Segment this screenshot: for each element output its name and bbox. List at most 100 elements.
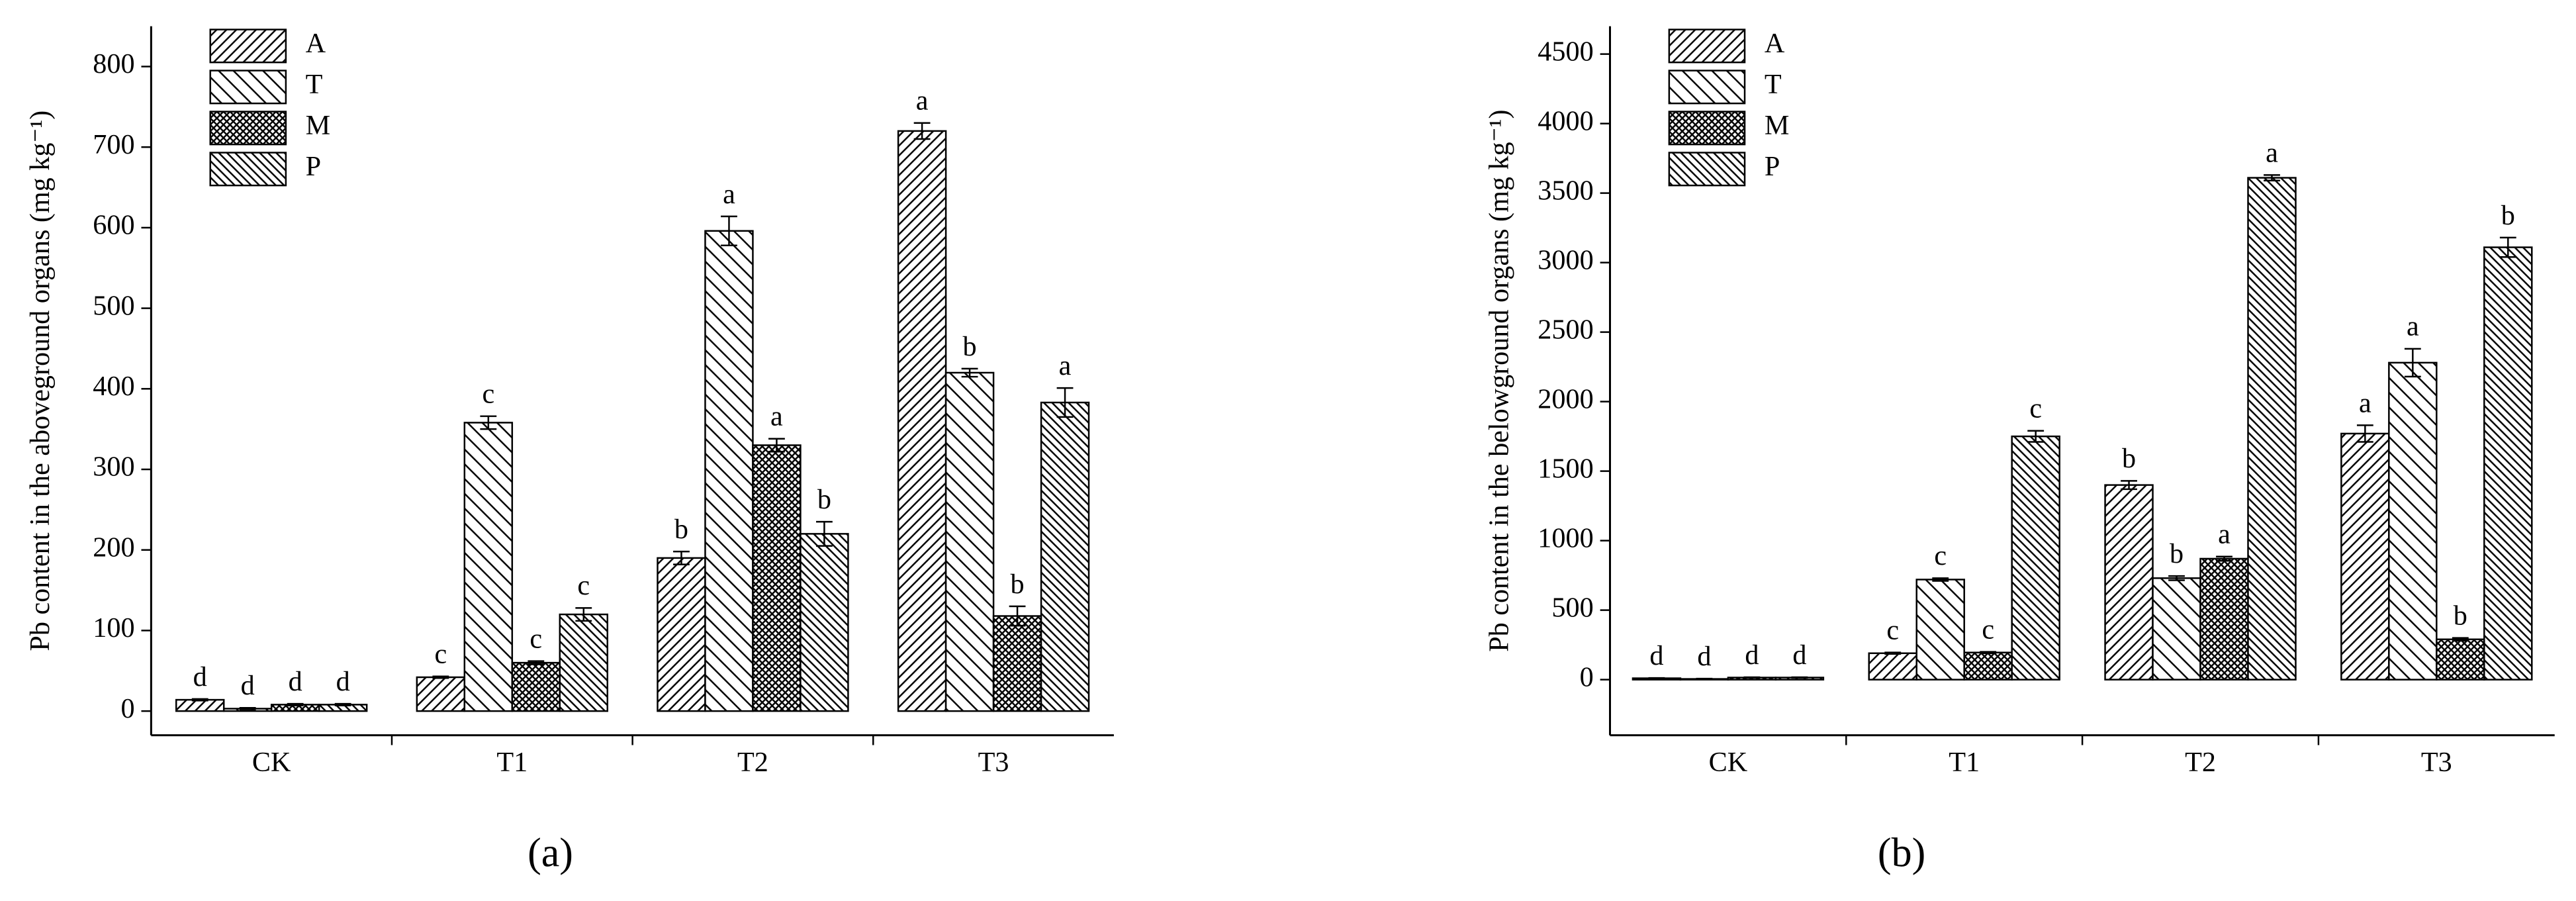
legend-swatch — [1668, 70, 1746, 105]
legend-label: P — [1765, 151, 1780, 182]
bar — [800, 533, 849, 712]
significance-label: a — [2407, 311, 2419, 342]
error-bar — [2168, 575, 2185, 581]
error-bar — [2452, 637, 2469, 642]
significance-label: a — [1059, 350, 1072, 381]
error-bar — [287, 702, 304, 706]
error-bar — [816, 520, 833, 547]
significance-label: c — [482, 379, 494, 410]
significance-label: b — [817, 484, 831, 515]
bar — [511, 661, 561, 712]
error-bar — [1932, 577, 1949, 582]
bar — [2340, 432, 2390, 681]
error-bar — [961, 367, 978, 378]
significance-label: d — [241, 670, 255, 701]
bar — [2247, 177, 2297, 681]
error-bar — [1791, 676, 1808, 679]
legend-swatch — [209, 28, 287, 64]
error-bar — [2499, 236, 2516, 258]
legend-label: T — [1765, 69, 1782, 100]
bar — [2436, 638, 2485, 681]
legend-label: P — [306, 151, 321, 182]
significance-label: d — [1649, 640, 1663, 671]
y-tick-label: 2000 — [1538, 383, 1593, 414]
significance-label: a — [916, 85, 929, 117]
significance-label: a — [770, 401, 783, 432]
y-axis-label: Pb content in the aboveground organs (mg… — [24, 111, 56, 651]
error-bar — [1648, 677, 1665, 680]
error-bar — [432, 675, 449, 679]
y-tick-label: 200 — [93, 532, 134, 563]
error-bar — [1056, 387, 1074, 418]
panel-label: (b) — [1878, 830, 1925, 875]
error-bar — [239, 706, 256, 710]
significance-label: a — [723, 179, 735, 210]
legend-swatch — [1668, 28, 1746, 64]
significance-label: a — [2218, 519, 2231, 550]
bar — [897, 130, 947, 712]
panel-label: (a) — [528, 830, 573, 875]
significance-label: c — [434, 639, 447, 670]
bar — [1040, 401, 1090, 712]
legend-label: A — [1765, 28, 1785, 59]
bar — [2152, 577, 2201, 681]
significance-label: b — [2501, 200, 2515, 231]
y-tick-label: 3000 — [1538, 244, 1593, 275]
significance-label: b — [2454, 600, 2467, 632]
significance-label: c — [1886, 615, 1899, 646]
y-tick-label: 4500 — [1538, 36, 1593, 67]
significance-label: d — [193, 661, 207, 692]
y-tick-label: 0 — [120, 693, 134, 724]
bar — [752, 444, 802, 712]
error-bar — [2121, 480, 2137, 491]
y-axis-label: Pb content in the belowground organs (mg… — [1483, 110, 1514, 652]
y-tick-label: 100 — [93, 612, 134, 643]
error-bar — [1884, 651, 1902, 655]
bar — [2104, 484, 2154, 681]
error-bar — [191, 698, 208, 702]
significance-label: c — [2029, 393, 2042, 424]
bar — [416, 676, 466, 712]
x-tick-label: T1 — [1949, 747, 1980, 778]
bar — [944, 371, 995, 712]
error-bar — [913, 122, 931, 140]
significance-label: b — [674, 514, 688, 545]
significance-label: b — [1011, 569, 1025, 600]
x-tick-label: T1 — [496, 747, 528, 778]
y-tick-label: 700 — [93, 129, 134, 160]
bar — [2011, 435, 2060, 681]
significance-label: c — [577, 570, 590, 601]
error-bar — [2356, 424, 2373, 443]
error-bar — [1980, 651, 1997, 654]
error-bar — [2264, 174, 2280, 181]
x-tick-label: T3 — [978, 747, 1009, 778]
significance-label: c — [529, 624, 542, 655]
significance-label: a — [2359, 387, 2371, 418]
bar — [992, 615, 1042, 712]
bar — [2199, 557, 2249, 681]
significance-label: b — [2170, 538, 2184, 569]
y-tick-label: 4000 — [1538, 105, 1593, 136]
y-tick-label: 800 — [93, 48, 134, 79]
significance-label: d — [1697, 641, 1711, 672]
significance-label: d — [1745, 640, 1759, 671]
bar — [657, 557, 706, 712]
bar — [2483, 246, 2533, 681]
y-tick-label: 500 — [93, 290, 134, 321]
legend-swatch — [1668, 111, 1746, 146]
bar — [1915, 579, 1965, 681]
significance-label: c — [1934, 540, 1947, 571]
legend-label: M — [306, 110, 331, 141]
significance-label: b — [2122, 443, 2136, 474]
y-tick-label: 1500 — [1538, 453, 1593, 484]
error-bar — [2216, 555, 2232, 562]
bar — [463, 422, 514, 712]
bar — [175, 698, 225, 712]
y-tick-label: 1000 — [1538, 522, 1593, 553]
y-tick-label: 500 — [1551, 592, 1593, 623]
legend-label: T — [306, 69, 323, 100]
bar — [1963, 651, 2013, 681]
error-bar — [480, 415, 497, 430]
